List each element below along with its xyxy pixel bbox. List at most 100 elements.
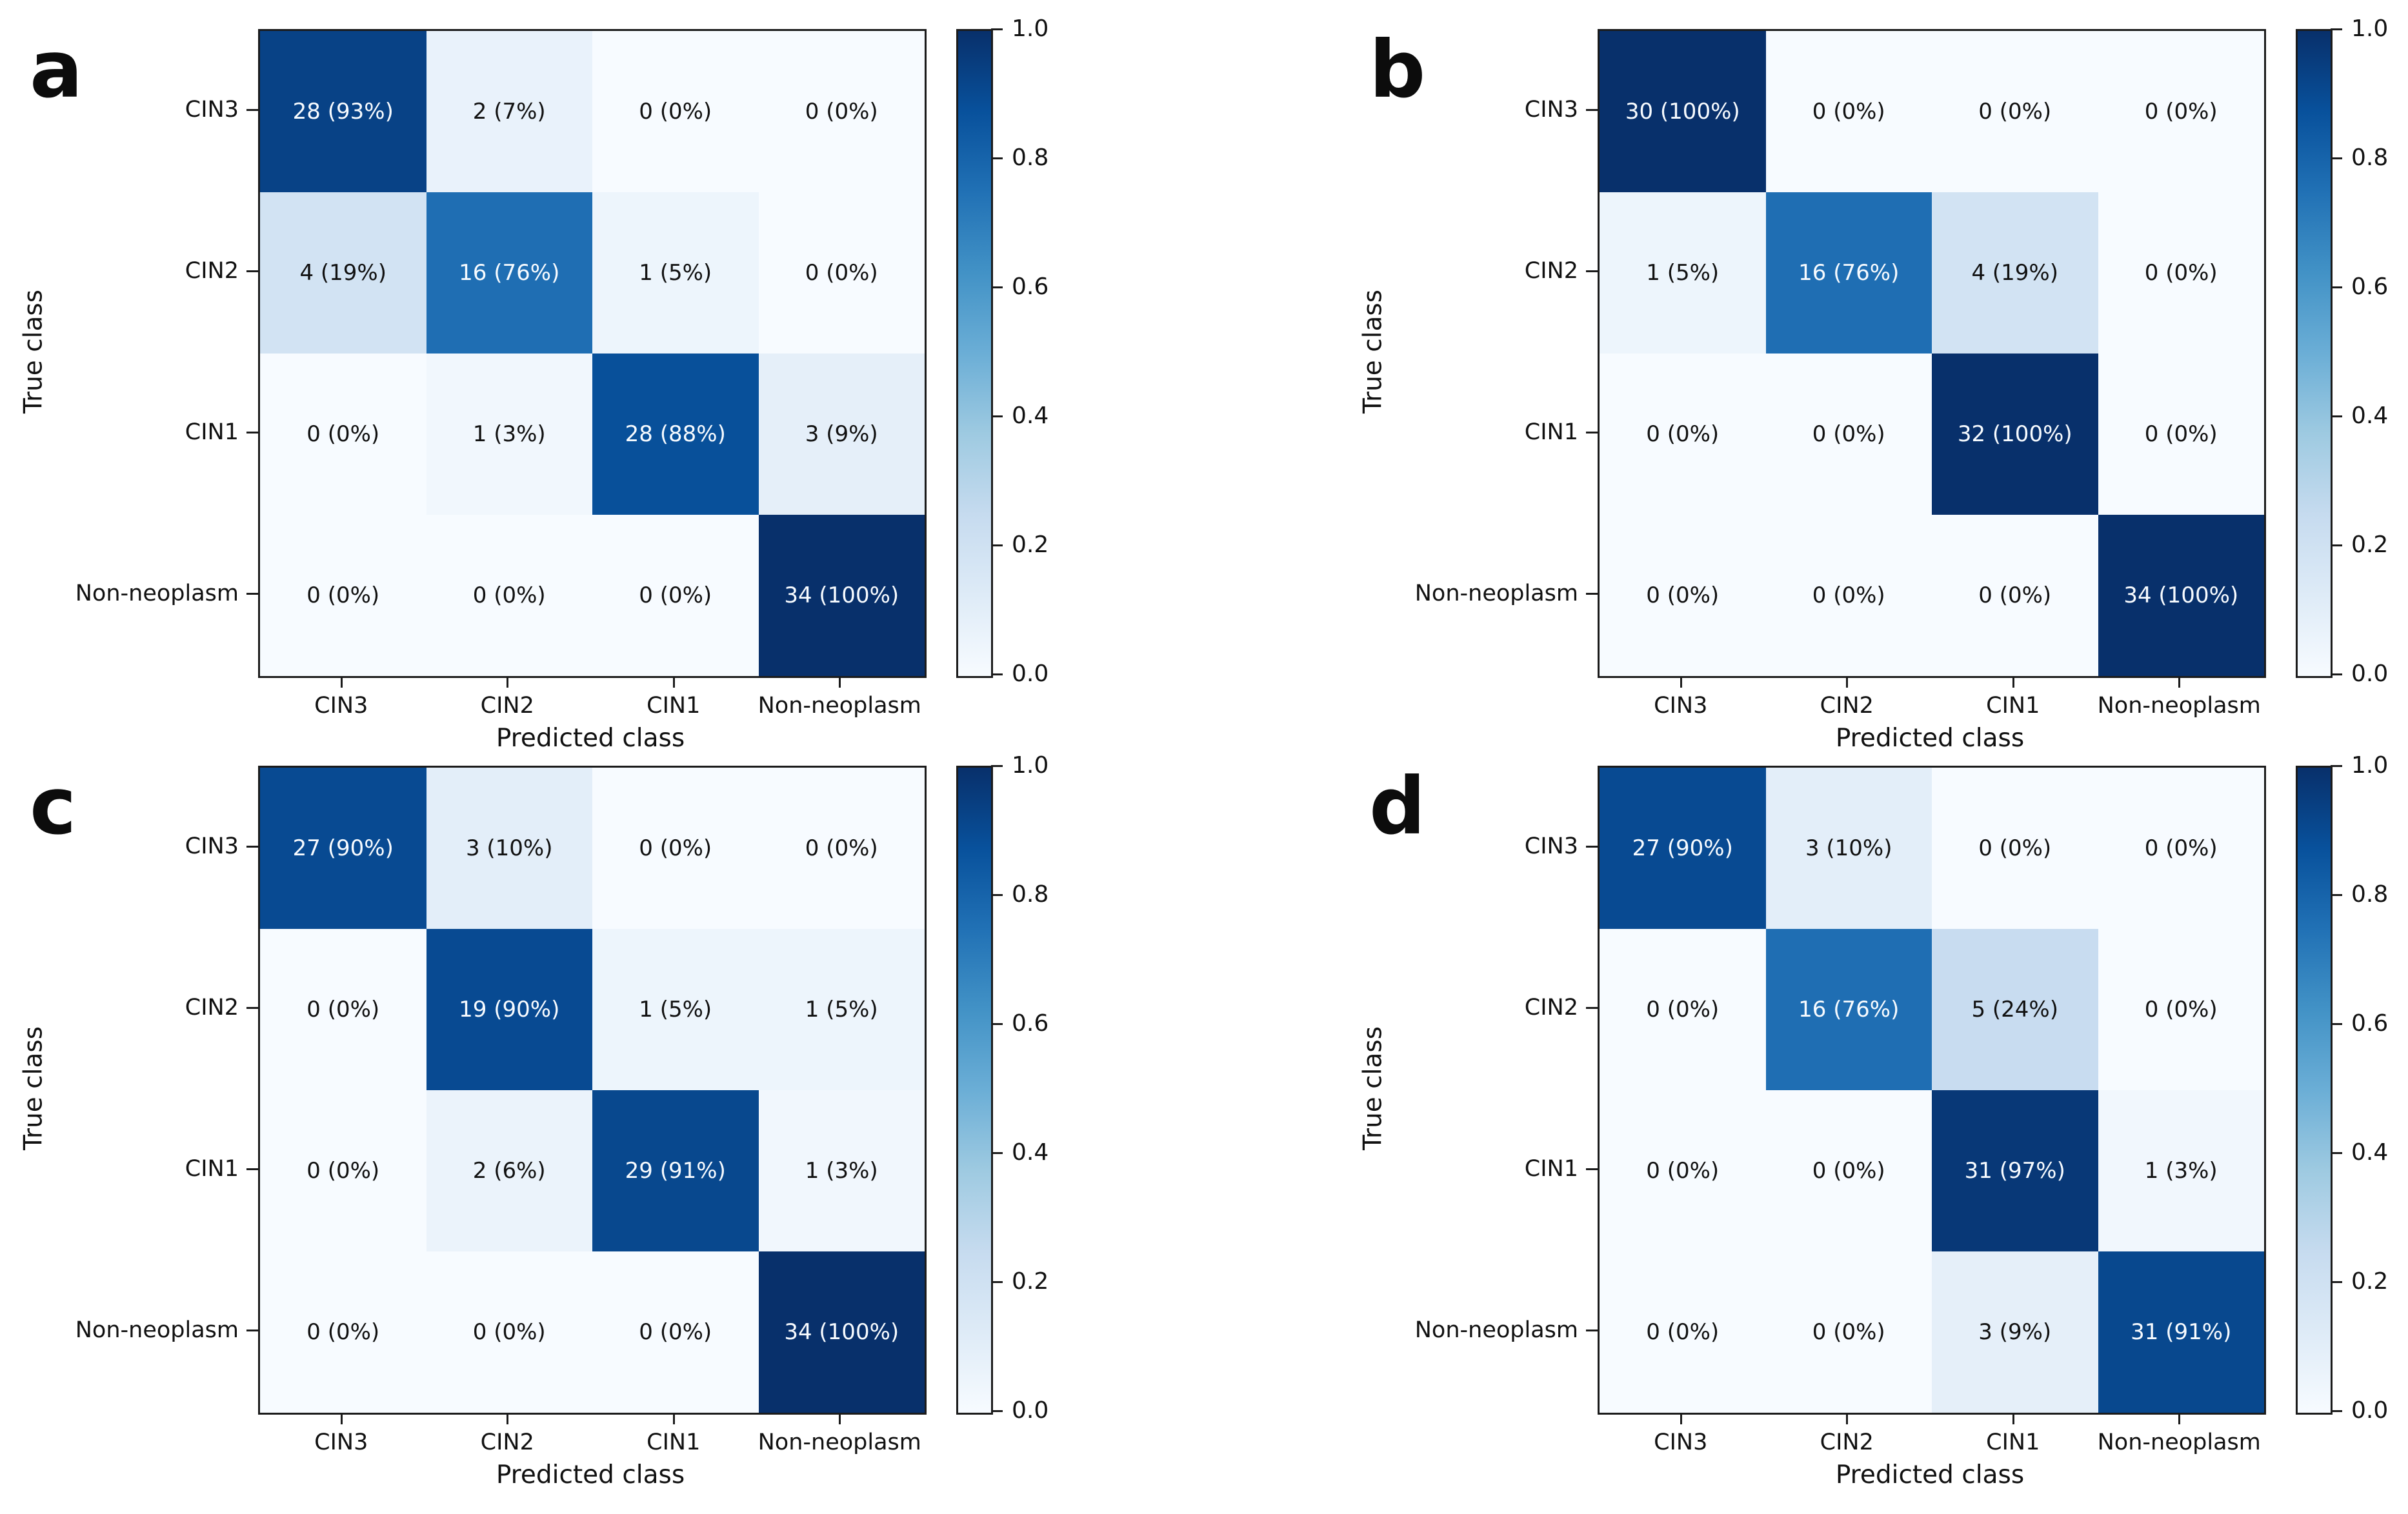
y-tick-mark [1586, 593, 1598, 595]
heatmap-cell: 3 (10%) [1765, 768, 1932, 929]
y-tick-label: CIN3 [185, 97, 239, 123]
heatmap-cell: 5 (24%) [1932, 929, 2098, 1090]
colorbar-tick-mark [2331, 286, 2342, 288]
y-tick-mark [1586, 1168, 1598, 1170]
y-axis-label: True class [19, 1026, 48, 1151]
panel-letter: c [30, 761, 77, 852]
colorbar-tick-label: 0.6 [1012, 1010, 1049, 1037]
colorbar-tick-label: 1.0 [2351, 15, 2389, 42]
colorbar-tick-label: 0.4 [2351, 403, 2389, 429]
colorbar-tick-mark [2331, 415, 2342, 417]
y-tick-label: CIN1 [185, 419, 239, 445]
heatmap-cell: 0 (0%) [1765, 515, 1932, 676]
x-tick-mark [1680, 676, 1682, 688]
colorbar-tick-label: 0.2 [1012, 1268, 1049, 1295]
heatmap-cell: 30 (100%) [1600, 31, 1766, 192]
y-tick-mark [246, 109, 258, 111]
colorbar-tick-mark [2331, 1023, 2342, 1025]
heatmap-cell: 0 (0%) [260, 1090, 426, 1251]
colorbar [2296, 29, 2333, 678]
heatmap-cell: 28 (93%) [260, 31, 426, 192]
colorbar-tick-label: 0.6 [2351, 1010, 2389, 1037]
heatmap-cell: 0 (0%) [426, 515, 592, 676]
colorbar-tick-mark [2331, 673, 2342, 675]
colorbar-tick-mark [991, 28, 1003, 30]
y-tick-mark [246, 432, 258, 433]
x-tick-mark [340, 676, 343, 688]
heatmap-cell: 0 (0%) [1600, 1251, 1766, 1413]
y-tick-mark [1586, 1330, 1598, 1331]
colorbar-tick-label: 1.0 [2351, 752, 2389, 779]
colorbar-tick-label: 1.0 [1012, 752, 1049, 779]
heatmap-cell: 16 (76%) [426, 192, 592, 354]
heatmap-cell: 0 (0%) [2098, 354, 2264, 515]
y-tick-mark [246, 1330, 258, 1331]
heatmap-cell: 32 (100%) [1932, 354, 2098, 515]
x-axis-label: Predicted class [1835, 1460, 2025, 1489]
colorbar-tick-mark [991, 544, 1003, 546]
x-tick-mark [672, 676, 675, 688]
x-tick-label: CIN2 [480, 693, 534, 719]
heatmap-cell: 31 (97%) [1932, 1090, 2098, 1251]
heatmap-cell: 0 (0%) [2098, 31, 2264, 192]
heatmap-cell: 16 (76%) [1765, 929, 1932, 1090]
x-tick-mark [340, 1413, 343, 1424]
heatmap-cell: 1 (3%) [758, 1090, 925, 1251]
x-tick-mark [672, 1413, 675, 1424]
y-tick-mark [1586, 846, 1598, 848]
x-tick-mark [1846, 1413, 1849, 1424]
heatmap-cell: 0 (0%) [758, 768, 925, 929]
heatmap-cell: 1 (3%) [426, 354, 592, 515]
y-tick-mark [1586, 432, 1598, 433]
colorbar-tick-mark [991, 765, 1003, 767]
colorbar-tick-label: 0.2 [2351, 1268, 2389, 1295]
x-tick-label: Non-neoplasm [758, 693, 921, 719]
y-tick-label: Non-neoplasm [1414, 1317, 1578, 1343]
heatmap-cell: 34 (100%) [758, 1251, 925, 1413]
confusion-matrix-panel-a: a True class 28 (93%) 2 (7%) 0 (0%) 0 (0%) 4 (… [0, 0, 1123, 774]
y-tick-mark [1586, 109, 1598, 111]
colorbar-tick-mark [991, 894, 1003, 896]
heatmap-cell: 0 (0%) [1932, 515, 2098, 676]
colorbar-tick-mark [991, 673, 1003, 675]
heatmap-cell: 1 (5%) [592, 192, 759, 354]
y-tick-label: CIN2 [185, 995, 239, 1021]
colorbar-tick-mark [991, 1410, 1003, 1412]
heatmap-cell: 1 (3%) [2098, 1090, 2264, 1251]
x-tick-mark [507, 1413, 509, 1424]
heatmap-cell: 0 (0%) [1932, 31, 2098, 192]
heatmap-cell: 0 (0%) [260, 929, 426, 1090]
heatmap-cell: 0 (0%) [1600, 354, 1766, 515]
y-tick-label: CIN1 [1524, 419, 1578, 445]
heatmap-cell: 0 (0%) [260, 354, 426, 515]
colorbar-tick-label: 0.0 [1012, 661, 1049, 687]
y-tick-label: CIN2 [185, 258, 239, 284]
x-tick-mark [839, 676, 841, 688]
y-tick-label: CIN1 [1524, 1156, 1578, 1182]
colorbar-tick-label: 0.6 [1012, 274, 1049, 300]
colorbar-tick-label: 0.0 [2351, 661, 2389, 687]
colorbar-tick-mark [991, 1281, 1003, 1283]
colorbar-tick-mark [2331, 1152, 2342, 1154]
heatmap-cell: 4 (19%) [1932, 192, 2098, 354]
confusion-matrix-panel-c: c True class 27 (90%) 3 (10%) 0 (0%) 0 (0%) 0 … [0, 737, 1123, 1511]
x-tick-label: CIN3 [314, 1429, 368, 1455]
x-tick-mark [2012, 1413, 2014, 1424]
colorbar-tick-mark [991, 1152, 1003, 1154]
heatmap-cell: 1 (5%) [1600, 192, 1766, 354]
colorbar-tick-label: 0.8 [2351, 881, 2389, 908]
x-tick-label: CIN1 [647, 1429, 701, 1455]
heatmap-cell: 2 (7%) [426, 31, 592, 192]
x-tick-label: CIN3 [314, 693, 368, 719]
x-axis-label: Predicted class [496, 724, 685, 753]
colorbar-tick-label: 0.2 [1012, 532, 1049, 558]
heatmap-cell: 29 (91%) [592, 1090, 759, 1251]
heatmap-cell: 0 (0%) [1600, 515, 1766, 676]
confusion-matrix-panel-b: b True class 30 (100%) 0 (0%) 0 (0%) 0 (0%) 1 … [1339, 0, 2408, 774]
colorbar [2296, 766, 2333, 1415]
colorbar-tick-label: 0.4 [1012, 1139, 1049, 1166]
y-tick-label: CIN3 [1524, 97, 1578, 123]
heatmap-cell: 0 (0%) [1765, 31, 1932, 192]
heatmap-matrix: 28 (93%) 2 (7%) 0 (0%) 0 (0%) 4 (19%) 16 (76%… [258, 29, 927, 678]
colorbar-tick-mark [2331, 28, 2342, 30]
